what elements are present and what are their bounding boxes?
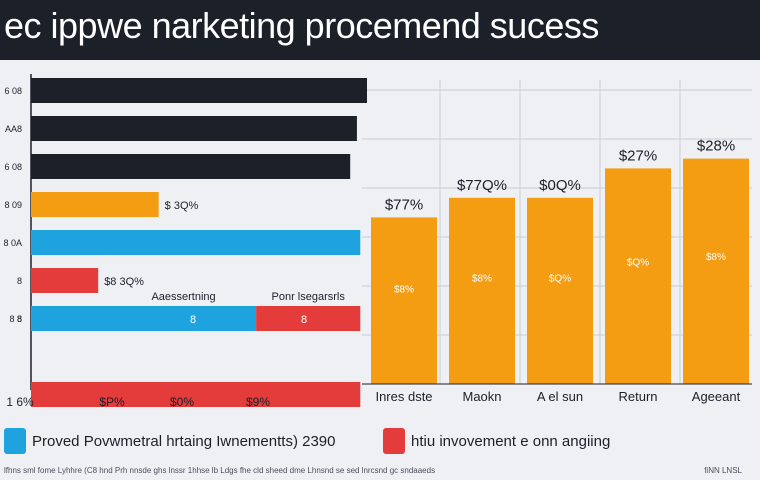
h-bar-inner-label: 8 <box>190 314 196 326</box>
v-bar-inner-label: $Q% <box>549 274 571 285</box>
v-bar <box>605 168 671 384</box>
footnote: lfhns sml fome Lyhhre (C8 hnd Prh nnsde … <box>4 466 436 475</box>
v-bar-top-label: $27% <box>619 147 657 164</box>
h-bar <box>31 306 257 331</box>
y-tick-label: 8 <box>17 314 22 324</box>
legend-label-blue: Proved Povwmetral hrtaing Iwnementts) 23… <box>32 432 336 450</box>
x-tick-label: $9% <box>246 395 270 409</box>
x-category-label: Inres dste <box>375 389 432 404</box>
h-bar-inner-label: 8 <box>301 314 307 326</box>
h-bar <box>31 230 361 255</box>
h-bar-label: Aaessertning <box>151 291 215 303</box>
y-tick-label: 8 0A <box>3 238 22 248</box>
y-tick-label: 8 09 <box>4 200 22 210</box>
horizontal-bar-chart: 6 08 AA8 6 08 8 09 $ 3Q% 8 0A 8 $8 3Q% 8 8 Aaesse… <box>3 74 367 409</box>
h-bar <box>31 192 159 217</box>
h-bar <box>31 382 361 407</box>
h-bar <box>31 116 357 141</box>
x-tick-label: $0% <box>170 395 194 409</box>
v-bar <box>527 197 593 384</box>
h-bar-label: $8 3Q% <box>104 276 144 288</box>
v-bar-inner-label: $8% <box>472 274 492 285</box>
legend-item-blue: Proved Povwmetral hrtaing Iwnementts) 23… <box>4 428 335 454</box>
legend-item-red: htiu invovement e onn angiing <box>383 428 610 454</box>
y-tick-label: 8 8 <box>9 314 22 324</box>
title-bar: ec ippwe narketing procemend sucess <box>0 0 760 60</box>
v-bar-top-label: $77% <box>385 196 423 213</box>
h-bar-label: $ 3Q% <box>165 200 199 212</box>
h-bar <box>31 154 351 179</box>
h-bar-label: Ponr lsegarsrls <box>272 291 346 303</box>
x-category-label: A el sun <box>537 389 583 404</box>
v-bar <box>683 158 749 384</box>
v-bar-top-label: $28% <box>697 138 735 155</box>
h-bar <box>31 268 99 293</box>
legend-label-red: htiu invovement e onn angiing <box>411 432 611 450</box>
x-tick-label: $P% <box>99 395 125 409</box>
y-tick-label: AA8 <box>5 124 22 134</box>
v-bar-inner-label: $8% <box>394 284 414 295</box>
x-category-label: Ageeant <box>692 389 741 404</box>
x-tick-label: 1 6% <box>6 395 34 409</box>
chart-title: ec ippwe narketing procemend sucess <box>4 5 599 46</box>
y-tick-label: 6 08 <box>4 162 22 172</box>
legend-swatch-blue <box>4 428 26 454</box>
h-bar <box>256 306 361 331</box>
y-tick-label: 6 08 <box>4 86 22 96</box>
v-bar-top-label: $0Q% <box>539 177 581 194</box>
h-bar <box>31 78 367 103</box>
chart-area: 6 08 AA8 6 08 8 09 $ 3Q% 8 0A 8 $8 3Q% 8 8 Aaesse… <box>3 74 752 409</box>
y-tick-label: 8 <box>17 276 22 286</box>
x-category-label: Maokn <box>462 389 501 404</box>
v-bar-inner-label: $8% <box>706 252 726 263</box>
v-bar <box>371 217 437 384</box>
x-category-label: Return <box>618 389 657 404</box>
legend-swatch-red <box>383 428 405 454</box>
vertical-bar-chart: $77% $8% Inres dste $77Q% $8% Maokn $0Q% $Q% A e… <box>362 138 752 404</box>
v-bar-inner-label: $Q% <box>627 257 649 268</box>
v-bar-top-label: $77Q% <box>457 177 507 194</box>
v-bar <box>449 197 515 384</box>
footnote-right: fiNN LNSL <box>704 466 742 475</box>
